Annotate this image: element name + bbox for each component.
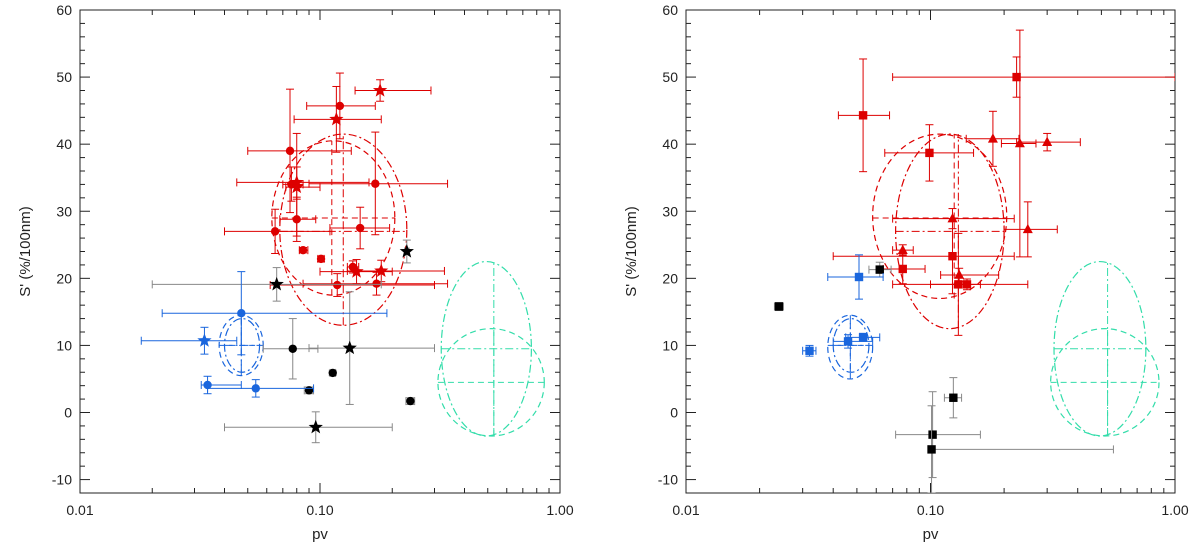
red-triangle-point	[954, 269, 965, 279]
plot-frame	[79, 9, 561, 494]
x-tick-label: 1.00	[1161, 502, 1188, 518]
red-circle-point	[270, 227, 280, 236]
red-square-point	[1012, 72, 1021, 82]
black-errorbar	[927, 405, 1114, 493]
red-errorbar	[247, 88, 352, 214]
blue-square-point	[843, 337, 853, 346]
plot-area	[773, 29, 1175, 493]
red-circle-point	[333, 280, 342, 290]
black-errorbar	[308, 291, 436, 405]
x-axis-title: pv	[312, 526, 328, 543]
y-tick-label: 30	[56, 203, 72, 219]
red-circle-point	[335, 101, 345, 111]
black-square-point	[875, 265, 884, 274]
blue-circle-point	[237, 309, 246, 318]
blue-errorbar	[140, 326, 238, 355]
black-errorbar	[895, 391, 981, 479]
black-star-point	[308, 419, 323, 434]
red-circle-point	[372, 279, 381, 288]
black-square-point	[928, 430, 937, 439]
red-circle-point	[285, 146, 295, 156]
red-square-point	[948, 251, 957, 261]
blue-square-point	[858, 333, 868, 342]
red-triangle-point	[1022, 223, 1033, 234]
blue-square-point	[854, 272, 864, 282]
y-axis-title: S' (%/100nm)	[623, 206, 640, 296]
y-tick-label: 10	[662, 337, 678, 353]
uncertainty-ellipse	[1053, 260, 1147, 437]
red-circle-point	[298, 245, 308, 255]
red-errorbar	[346, 259, 445, 283]
red-star-point	[374, 263, 389, 278]
blue-errorbar	[207, 379, 315, 398]
red-circle-point	[292, 215, 301, 224]
y-tick-label: 40	[662, 136, 678, 152]
right-panel: -10 0 10 20 30 40 50 60 0.01 0.10 1.00 pv S' (%/100n…	[623, 2, 1189, 543]
y-tick-label: 60	[56, 2, 72, 18]
black-square-point	[774, 302, 784, 311]
red-circle-point	[355, 223, 365, 233]
plot-frame	[685, 9, 1176, 494]
blue-circle-point	[251, 384, 260, 393]
y-tick-label: 0	[670, 405, 678, 421]
black-square-point	[927, 445, 936, 454]
y-tick-label: -10	[658, 472, 678, 488]
red-star-point	[329, 111, 344, 126]
uncertainty-ellipse	[437, 328, 545, 437]
red-errorbar	[832, 218, 1015, 295]
black-circle-point	[288, 344, 297, 353]
y-tick-label: 60	[662, 2, 678, 18]
uncertainty-ellipse	[872, 133, 1008, 300]
x-tick-label: 1.00	[546, 502, 573, 518]
x-tick-label: 0.10	[917, 502, 944, 518]
red-square-point	[858, 111, 868, 120]
uncertainty-ellipse	[279, 133, 408, 326]
black-star-point	[399, 244, 414, 258]
left-panel: -10 0 10 20 30 40 50 60 0.01 0.10 1.00 pv S' (%/100n…	[17, 2, 574, 543]
x-tick-label: 0.01	[66, 502, 93, 518]
black-circle-point	[328, 368, 337, 378]
red-square-point	[962, 280, 972, 289]
uncertainty-ellipse	[1050, 328, 1160, 437]
red-star-point	[372, 83, 388, 97]
y-tick-label: 0	[64, 405, 72, 421]
red-triangle-point	[987, 133, 998, 143]
blue-star-point	[197, 333, 212, 347]
y-tick-label: 10	[56, 337, 72, 353]
red-triangle-point	[1042, 136, 1053, 146]
red-square-point	[898, 264, 907, 274]
y-tick-label: 30	[662, 203, 678, 219]
x-tick-label: 0.01	[672, 502, 699, 518]
y-tick-label: 20	[662, 270, 678, 286]
red-square-point	[925, 148, 934, 158]
y-tick-label: 50	[56, 69, 72, 85]
black-errorbar	[223, 411, 393, 444]
red-errorbar	[930, 278, 1029, 291]
red-errorbar	[354, 79, 432, 102]
y-tick-label: 40	[56, 136, 72, 152]
x-axis-title: pv	[923, 526, 939, 543]
y-tick-label: 20	[56, 270, 72, 286]
black-circle-point	[304, 386, 314, 395]
red-errorbar	[892, 56, 1175, 98]
blue-square-point	[805, 346, 814, 355]
red-errorbar	[279, 196, 317, 242]
red-star-point	[289, 179, 304, 194]
black-star-point	[342, 340, 357, 355]
y-tick-label: -10	[52, 472, 72, 488]
y-axis-title: S' (%/100nm)	[17, 206, 34, 296]
plot-area	[140, 72, 545, 444]
red-circle-point	[371, 179, 380, 188]
black-circle-point	[406, 396, 415, 406]
black-square-point	[949, 393, 958, 402]
x-tick-label: 0.10	[306, 502, 333, 518]
red-circle-point	[316, 254, 326, 264]
red-errorbar	[940, 267, 1000, 283]
y-tick-label: 50	[662, 69, 678, 85]
black-star-point	[269, 276, 284, 291]
red-triangle-point	[897, 244, 908, 254]
red-triangle-point	[947, 213, 958, 223]
